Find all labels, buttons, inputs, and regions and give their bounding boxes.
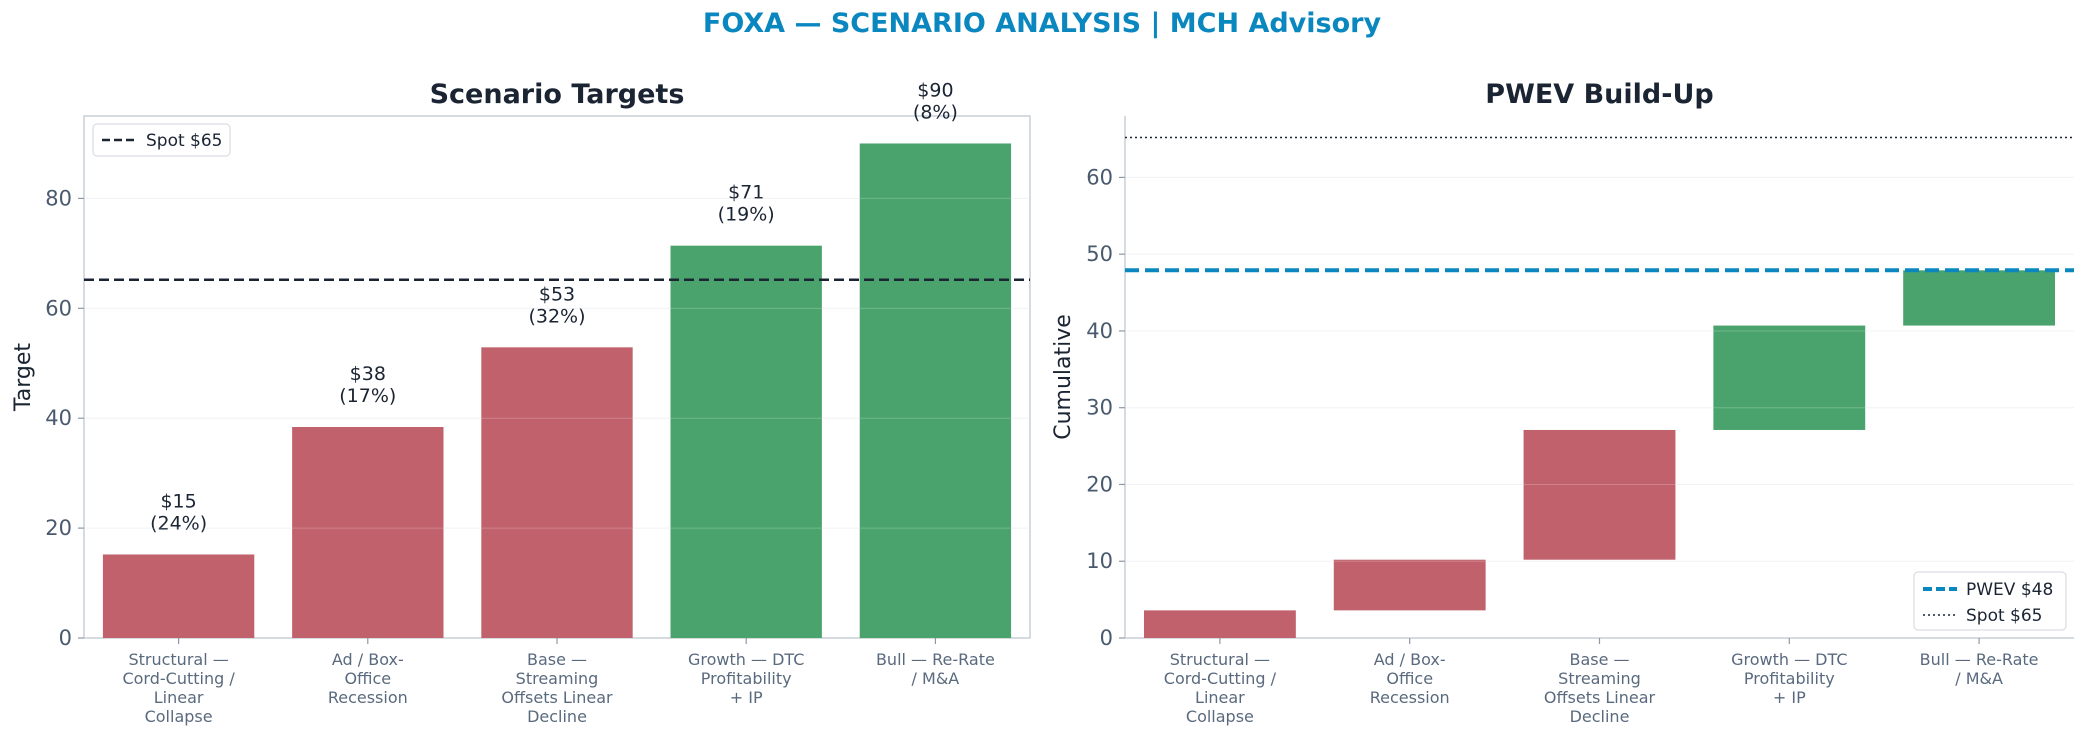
y-tick-label: 20 (45, 516, 72, 540)
bar (859, 143, 1012, 638)
legend: PWEV $48 Spot $65 (1913, 571, 2067, 631)
waterfall-bar (1713, 325, 1866, 430)
bar (292, 427, 444, 638)
x-category-label: Base — Streaming Offsets Linear Decline (1544, 650, 1656, 726)
waterfall-bar (1523, 429, 1676, 560)
x-category-label: Growth — DTC Profitability + IP (688, 650, 804, 707)
legend-spot-label: Spot $65 (146, 131, 223, 151)
y-tick-label: 80 (45, 186, 72, 210)
x-category-label: Bull — Re-Rate / M&A (876, 650, 995, 688)
bar-probability-label: (32%) (528, 305, 585, 327)
y-tick-label: 40 (1086, 319, 1113, 343)
legend-spot-label: Spot $65 (1966, 606, 2043, 626)
waterfall-bar (1143, 610, 1296, 638)
y-tick-label: 30 (1086, 396, 1113, 420)
y-tick-label: 0 (59, 626, 72, 650)
bar-value-label: $71 (728, 182, 764, 204)
legend: Spot $65 (92, 123, 231, 157)
bar-probability-label: (24%) (150, 512, 207, 534)
legend-box (92, 123, 231, 157)
waterfall-bar (1333, 559, 1486, 611)
bar-value-label: $90 (917, 79, 953, 101)
y-tick-label: 10 (1086, 549, 1113, 573)
y-axis-title: Target (11, 343, 36, 412)
y-tick-label: 60 (1086, 165, 1113, 189)
bar-value-label: $53 (539, 283, 575, 305)
bar-value-label: $38 (350, 363, 386, 385)
y-tick-label: 0 (1100, 626, 1113, 650)
y-axis-title: Cumulative (1051, 314, 1076, 440)
y-tick-label: 20 (1086, 472, 1113, 496)
x-category-label: Bull — Re-Rate / M&A (1920, 650, 2039, 688)
x-category-label: Ad / Box-Office Recession (328, 650, 408, 707)
y-tick-label: 60 (45, 296, 72, 320)
x-category-label: Growth — DTC Profitability + IP (1731, 650, 1847, 707)
bar-probability-label: (17%) (339, 385, 396, 407)
bar-probability-label: (19%) (718, 204, 775, 226)
bar (102, 554, 255, 638)
y-tick-label: 40 (45, 406, 72, 430)
x-category-label: Structural — Cord-Cutting / Linear Collapse (1164, 650, 1277, 726)
bar (670, 245, 822, 639)
x-category-label: Ad / Box-Office Recession (1370, 650, 1450, 707)
bar-probability-label: (8%) (913, 101, 958, 123)
x-category-label: Structural — Cord-Cutting / Linear Collapse (122, 650, 235, 726)
bar (481, 347, 633, 638)
waterfall-bar (1903, 270, 2056, 326)
panel-title: PWEV Build-Up (1485, 79, 1713, 110)
legend-pwev-label: PWEV $48 (1966, 580, 2053, 600)
figure-title: FOXA — SCENARIO ANALYSIS | MCH Advisory (702, 8, 1382, 39)
panel-title: Scenario Targets (430, 79, 685, 110)
bar-value-label: $15 (160, 490, 196, 512)
legend-box (1913, 571, 2067, 631)
x-category-label: Base — Streaming Offsets Linear Decline (501, 650, 613, 726)
y-tick-label: 50 (1086, 242, 1113, 266)
